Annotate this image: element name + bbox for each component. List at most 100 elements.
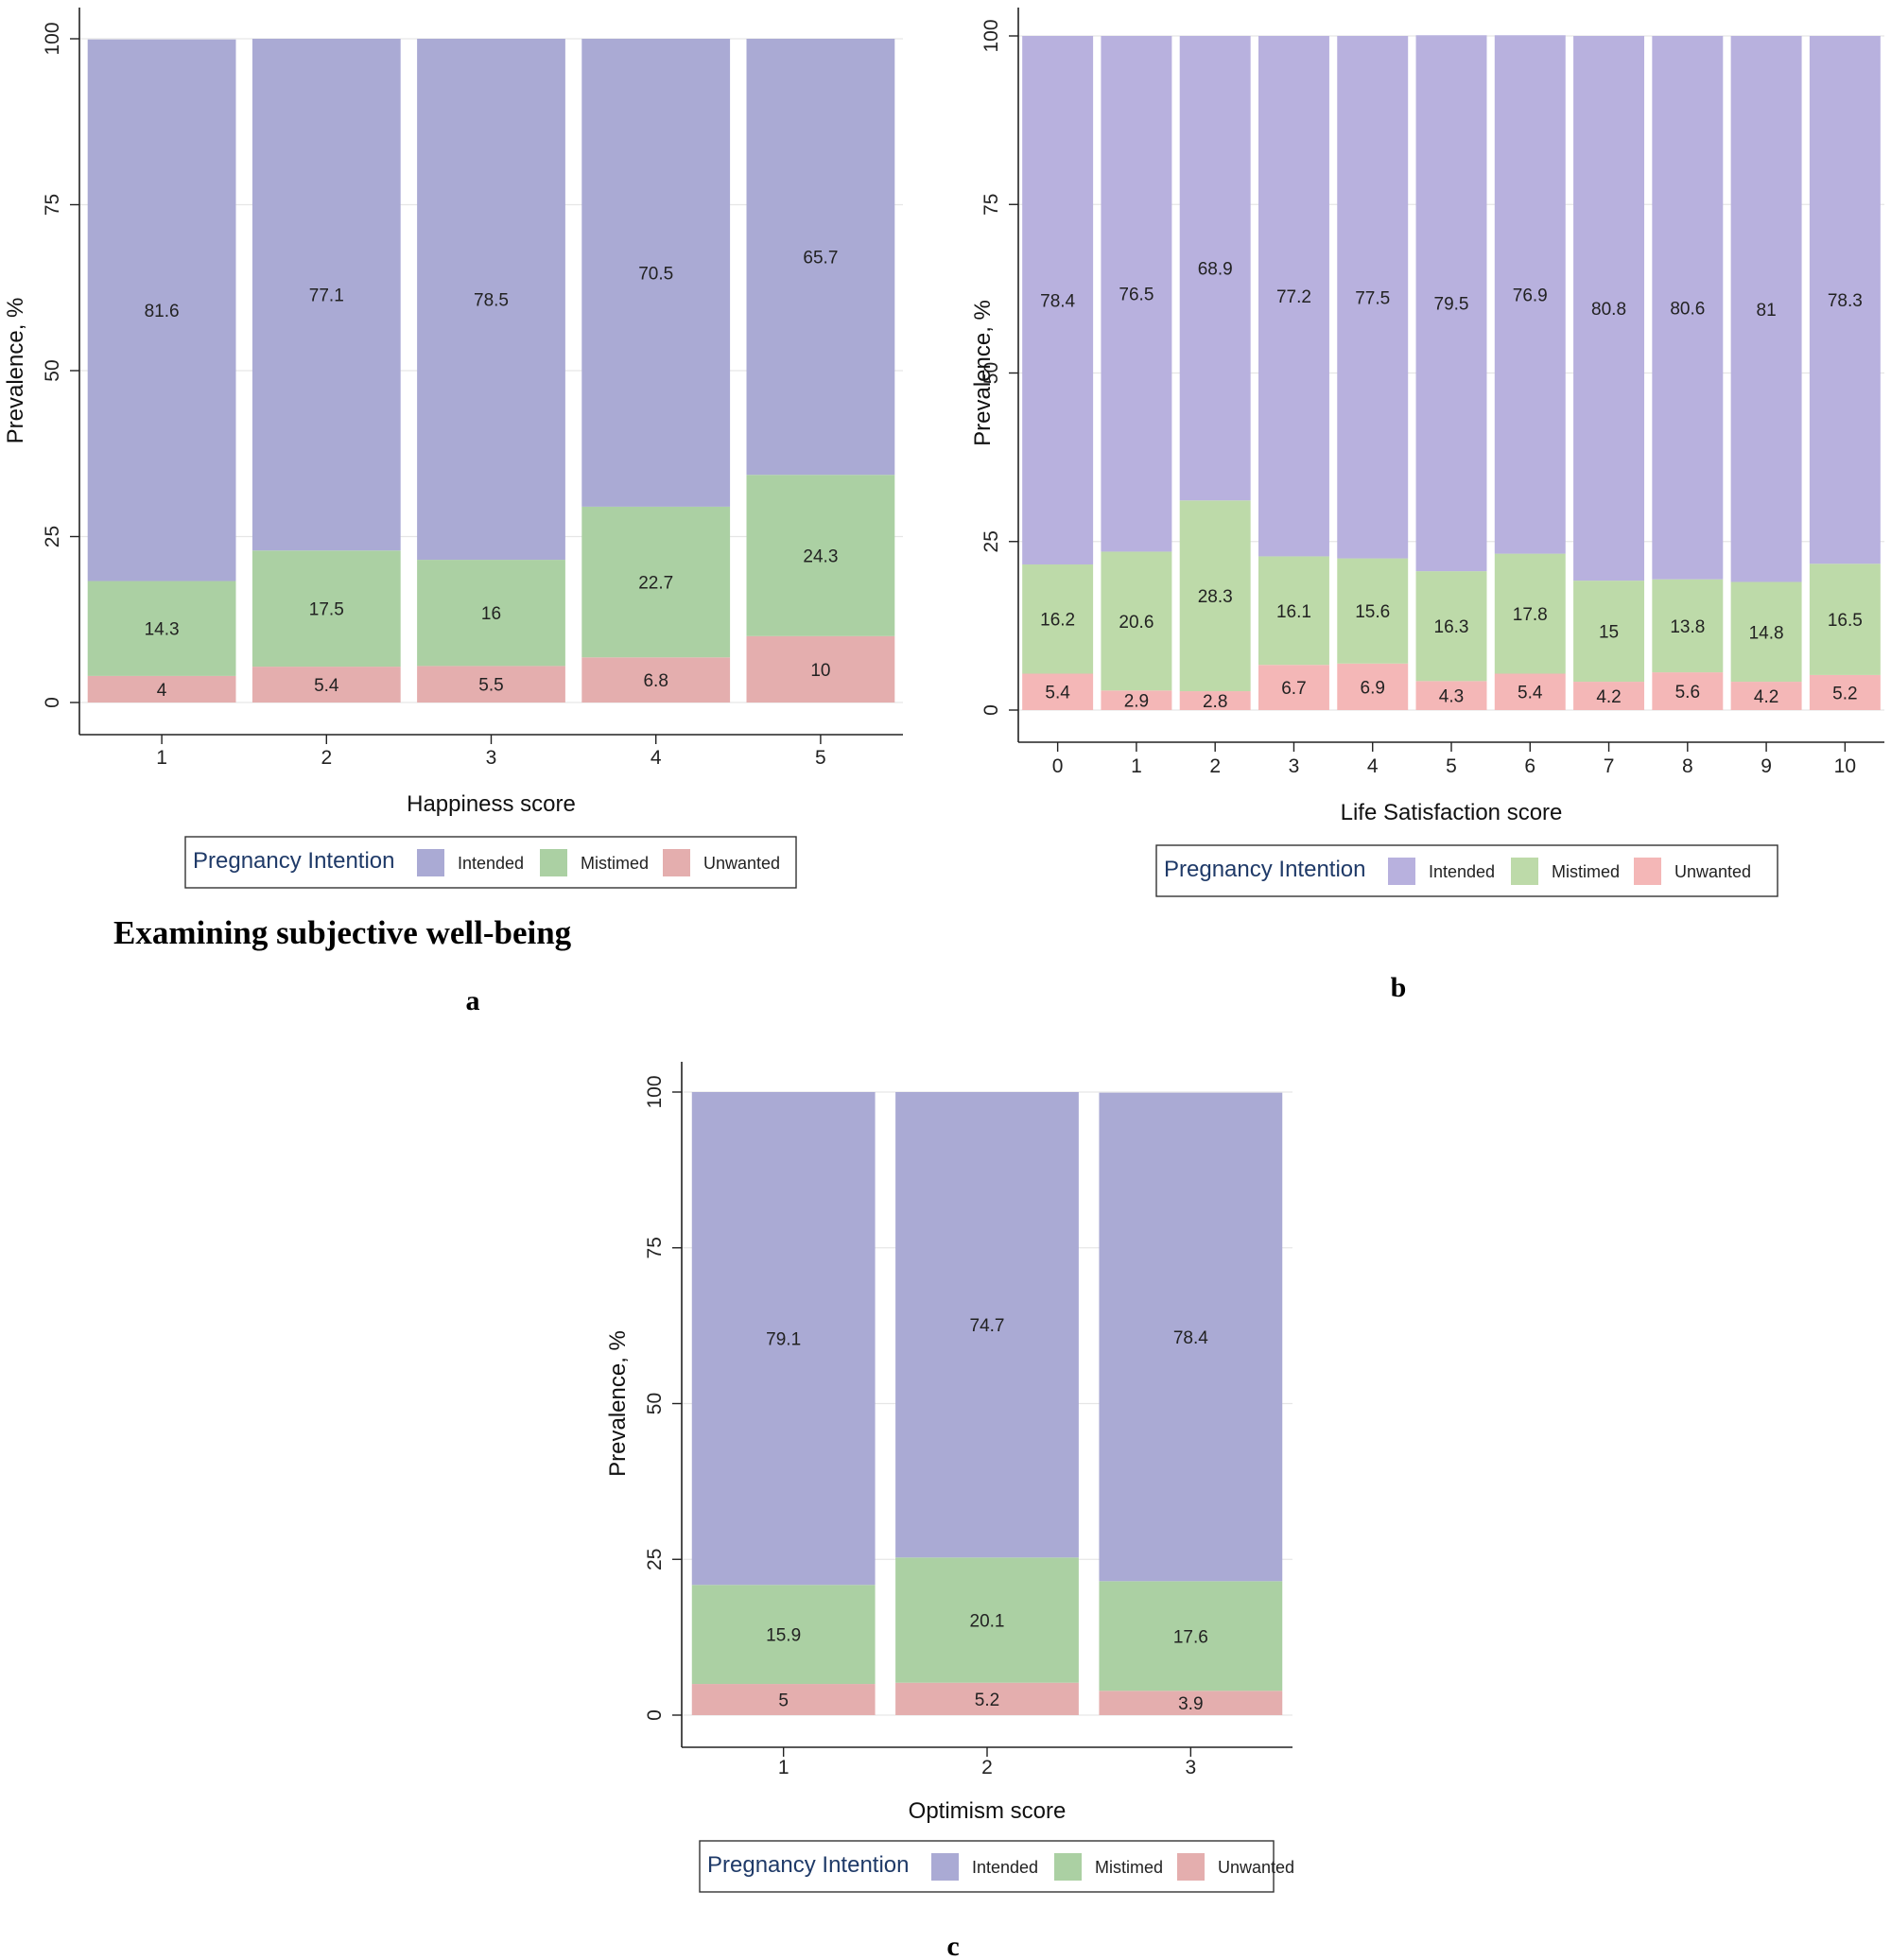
bar-unwanted xyxy=(1730,682,1802,710)
y-tick-label: 100 xyxy=(644,1075,666,1108)
bar-intended xyxy=(1415,35,1487,572)
y-tick-label: 50 xyxy=(42,359,63,381)
data-label-intended: 65.7 xyxy=(803,249,838,269)
data-label-mistimed: 17.8 xyxy=(1513,605,1548,625)
legend-swatch-unwanted xyxy=(663,849,690,876)
data-label-intended: 76.9 xyxy=(1513,286,1548,305)
chart-a: 0 25 50 75 100 4 14.3 81.6 1 5.4 17.5 77.1 2 5.5 16 78.… xyxy=(3,8,903,1016)
data-label-mistimed: 20.1 xyxy=(970,1612,1005,1632)
y-tick-label: 0 xyxy=(644,1709,666,1721)
data-label-intended: 76.5 xyxy=(1119,286,1154,305)
data-label-intended: 77.2 xyxy=(1276,287,1311,307)
x-tick-label: 9 xyxy=(1761,755,1772,777)
data-label-unwanted: 6.9 xyxy=(1361,678,1385,698)
data-label-unwanted: 4.2 xyxy=(1754,687,1778,707)
y-tick-label: 0 xyxy=(980,704,1002,716)
legend-swatch-intended xyxy=(1388,858,1415,885)
data-label-unwanted: 4.2 xyxy=(1596,687,1621,707)
y-tick-label: 25 xyxy=(644,1549,666,1570)
bar-mistimed xyxy=(252,550,401,668)
bar-unwanted xyxy=(417,666,565,702)
data-label-mistimed: 17.5 xyxy=(309,600,344,620)
legend-swatch-mistimed xyxy=(540,849,567,876)
bar-unwanted xyxy=(1573,682,1645,710)
bar-mistimed xyxy=(691,1585,876,1685)
chart-b: 02550751005.416.278.402.920.676.512.828.… xyxy=(970,8,1884,1003)
data-label-mistimed: 28.3 xyxy=(1198,587,1233,607)
data-label-mistimed: 14.8 xyxy=(1749,623,1784,643)
bar-intended xyxy=(746,39,895,476)
legend-label-mistimed: Mistimed xyxy=(1552,862,1620,881)
section-heading: Examining subjective well-being xyxy=(113,914,572,951)
legend-title: Pregnancy Intention xyxy=(707,1852,909,1878)
y-tick-label: 75 xyxy=(980,194,1002,216)
bar-intended xyxy=(1337,36,1409,559)
data-label-intended: 78.4 xyxy=(1040,291,1075,311)
bar-unwanted xyxy=(1101,690,1172,710)
x-tick-label: 4 xyxy=(651,747,662,769)
data-label-intended: 68.9 xyxy=(1198,260,1233,280)
data-label-intended: 77.5 xyxy=(1355,288,1390,308)
data-label-intended: 79.5 xyxy=(1434,295,1469,315)
x-tick-label: 0 xyxy=(1052,755,1064,777)
chart-c: 0 25 50 75 100 5 15.9 79.1 1 5.2 20.1 74.7 2 3.9 17.6 7… xyxy=(605,1062,1294,1960)
data-label-intended: 74.7 xyxy=(970,1316,1005,1336)
legend-swatch-mistimed xyxy=(1511,858,1538,885)
bar-intended xyxy=(1652,36,1724,580)
data-label-mistimed: 17.6 xyxy=(1173,1627,1208,1647)
x-tick-label: 4 xyxy=(1367,755,1379,777)
bar-intended xyxy=(1258,36,1329,557)
bar-mistimed xyxy=(87,581,236,676)
y-tick-label: 0 xyxy=(42,697,63,708)
y-tick-label: 100 xyxy=(42,22,63,55)
y-tick-label: 25 xyxy=(980,530,1002,552)
y-tick-label: 50 xyxy=(980,362,1002,384)
data-label-mistimed: 24.3 xyxy=(803,547,838,567)
legend-label-unwanted: Unwanted xyxy=(703,854,780,873)
legend-label-mistimed: Mistimed xyxy=(581,854,649,873)
bar-mistimed xyxy=(417,560,565,667)
data-label-mistimed: 16.5 xyxy=(1828,611,1863,631)
x-tick-label: 3 xyxy=(486,747,497,769)
data-label-intended: 78.5 xyxy=(474,291,509,311)
data-label-unwanted: 5.4 xyxy=(314,676,339,696)
data-label-unwanted: 3.9 xyxy=(1178,1694,1203,1714)
data-label-unwanted: 6.8 xyxy=(643,671,668,691)
x-tick-label: 6 xyxy=(1524,755,1535,777)
y-tick-label: 75 xyxy=(644,1237,666,1258)
x-tick-label: 3 xyxy=(1289,755,1300,777)
bar-mistimed xyxy=(581,506,731,658)
x-tick-label: 5 xyxy=(1446,755,1457,777)
bar-mistimed xyxy=(1022,564,1094,674)
data-label-unwanted: 5.2 xyxy=(975,1691,999,1710)
data-label-mistimed: 15.6 xyxy=(1355,602,1390,622)
data-label-unwanted: 4.3 xyxy=(1439,687,1464,707)
bar-unwanted xyxy=(1258,665,1329,710)
legend-label-unwanted: Unwanted xyxy=(1218,1858,1294,1877)
legend-box xyxy=(184,836,797,889)
bar-unwanted xyxy=(581,657,731,702)
data-label-unwanted: 6.7 xyxy=(1281,679,1306,699)
bar-intended xyxy=(1101,36,1172,552)
data-label-unwanted: 5.4 xyxy=(1518,684,1543,703)
data-label-unwanted: 5.6 xyxy=(1675,683,1700,702)
bar-mistimed xyxy=(1337,558,1409,664)
bar-intended xyxy=(581,39,731,507)
legend: Pregnancy Intention Intended Mistimed Unwan… xyxy=(184,836,797,889)
data-label-unwanted: 4 xyxy=(157,681,167,701)
data-label-mistimed: 16.2 xyxy=(1040,611,1075,631)
bar-intended xyxy=(1730,36,1802,582)
data-label-intended: 81.6 xyxy=(145,302,180,321)
bar-unwanted xyxy=(746,635,895,702)
bar-mistimed xyxy=(1652,579,1724,673)
data-label-intended: 80.8 xyxy=(1591,300,1626,320)
x-tick-label: 7 xyxy=(1604,755,1615,777)
bar-unwanted xyxy=(1337,663,1409,710)
bar-mistimed xyxy=(1730,581,1802,683)
x-tick-label: 1 xyxy=(1131,755,1142,777)
data-label-mistimed: 13.8 xyxy=(1670,617,1705,637)
bar-unwanted xyxy=(895,1682,1079,1715)
data-label-mistimed: 15.9 xyxy=(766,1626,801,1646)
bar-mistimed xyxy=(1809,564,1881,675)
